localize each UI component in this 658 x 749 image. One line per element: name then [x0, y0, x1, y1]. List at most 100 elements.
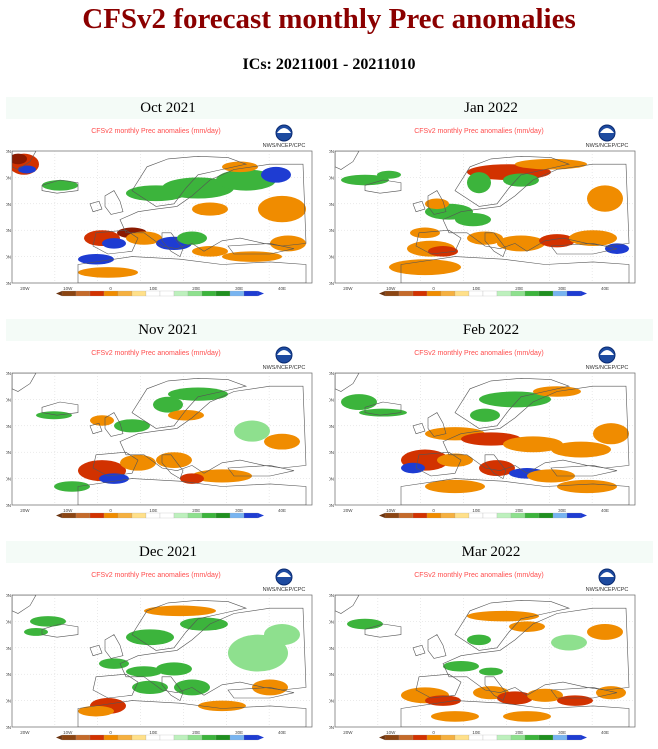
coastline — [400, 256, 630, 283]
legend-swatch — [145, 290, 161, 297]
panel-label-jan-2022: Jan 2022 — [329, 97, 653, 119]
lat-tick-label: 70N — [329, 619, 334, 624]
anomaly-patch — [36, 411, 72, 420]
coastline — [89, 422, 103, 435]
anomaly-patch — [78, 253, 114, 265]
legend-swatch — [75, 512, 91, 519]
lon-tick-label: 20E — [515, 286, 523, 291]
map-header-text: CFSv2 monthly Prec anomalies (mm/day) — [414, 128, 544, 135]
legend-swatch — [243, 290, 259, 297]
panel-label-dec-2021: Dec 2021 — [6, 541, 330, 563]
legend-swatch — [173, 512, 189, 519]
anomaly-patch — [467, 634, 491, 646]
lon-tick-label: 20E — [515, 730, 523, 735]
anomaly-patch — [497, 235, 545, 252]
anomaly-patch — [341, 394, 377, 410]
legend-swatch — [229, 290, 245, 297]
anomaly-patch — [527, 688, 563, 702]
lon-tick-label: 10E — [472, 286, 480, 291]
legend-swatch — [75, 290, 91, 297]
anomaly-patch — [144, 605, 216, 617]
coastline — [550, 465, 618, 477]
map-panel-jan-2022: CFSv2 monthly Prec anomalies (mm/day)Jan… — [329, 119, 653, 319]
lon-tick-label: 10W — [63, 730, 73, 735]
coastline — [41, 623, 79, 638]
legend-swatch — [426, 512, 442, 519]
anomaly-patch — [437, 453, 473, 467]
lat-tick-label: 80N — [329, 371, 334, 376]
legend-swatch — [201, 512, 217, 519]
coastline — [415, 451, 462, 477]
anomaly-patch — [270, 235, 306, 252]
lat-tick-label: 80N — [329, 593, 334, 598]
anomaly-patch — [479, 391, 551, 408]
legend-swatch — [510, 290, 526, 297]
lat-tick-label: 60N — [329, 646, 334, 651]
anomaly-patch — [557, 695, 593, 706]
anomaly-patch — [587, 624, 623, 640]
anomaly-patch — [114, 419, 150, 433]
lat-tick-label: 50N — [6, 228, 11, 233]
legend-swatch — [496, 290, 512, 297]
coastline — [12, 151, 37, 170]
anomaly-patch — [264, 433, 300, 450]
legend-swatch — [566, 512, 582, 519]
coastline — [454, 599, 571, 651]
legend-swatch — [103, 290, 119, 297]
coastline — [412, 644, 426, 657]
lat-tick-label: 40N — [329, 477, 334, 482]
coastline — [41, 401, 79, 416]
legend-swatch — [440, 512, 456, 519]
anomaly-patch — [347, 618, 383, 630]
coastline — [415, 673, 462, 699]
lon-tick-label: 40E — [278, 508, 286, 513]
color-legend — [379, 734, 587, 741]
map-panel-feb-2022: CFSv2 monthly Prec anomalies (mm/day)Feb… — [329, 341, 653, 541]
anomaly-patch — [132, 680, 168, 694]
legend-swatch — [159, 512, 175, 519]
anomaly-patch — [222, 161, 258, 173]
legend-swatch — [412, 734, 428, 741]
legend-swatch — [187, 512, 203, 519]
legend-swatch — [482, 512, 498, 519]
anomaly-patch — [192, 202, 228, 216]
legend-swatch — [89, 734, 105, 741]
panel-label-oct-2021: Oct 2021 — [6, 97, 330, 119]
legend-swatch — [145, 734, 161, 741]
coastline — [400, 478, 630, 505]
map-header-text: CFSv2 monthly Prec anomalies (mm/day) — [91, 128, 221, 135]
legend-swatch — [440, 734, 456, 741]
legend-swatch — [538, 734, 554, 741]
color-legend — [379, 290, 587, 297]
legend-swatch — [454, 290, 470, 297]
map-header-text: CFSv2 monthly Prec anomalies (mm/day) — [91, 572, 221, 579]
lat-tick-label: 60N — [329, 424, 334, 429]
legend-swatch — [496, 512, 512, 519]
legend-swatch — [552, 512, 568, 519]
anomaly-patch — [99, 473, 129, 484]
anomaly-patch — [258, 195, 306, 223]
legend-swatch — [496, 734, 512, 741]
anomaly-patch — [192, 469, 252, 483]
anomaly-patch — [503, 436, 563, 453]
anomaly-patch — [153, 396, 183, 413]
coastline — [335, 373, 360, 392]
anomaly-patch — [234, 420, 270, 442]
anomaly-patch — [551, 634, 587, 651]
anomaly-patch — [503, 173, 539, 187]
legend-swatch — [482, 734, 498, 741]
lat-tick-label: 30N — [329, 725, 334, 730]
anomaly-patch — [341, 174, 389, 186]
anomaly-patch — [18, 165, 36, 174]
lat-tick-label: 30N — [6, 281, 11, 286]
anomaly-patch — [467, 610, 539, 622]
coastline — [415, 229, 462, 255]
lon-tick-label: 40E — [278, 286, 286, 291]
anomaly-patch — [509, 621, 545, 632]
coastline — [131, 599, 248, 651]
lon-tick-label: 10W — [386, 508, 396, 513]
legend-swatch — [229, 512, 245, 519]
lat-tick-label: 60N — [6, 646, 11, 651]
anomaly-patch — [168, 409, 204, 421]
coastline — [131, 155, 248, 207]
